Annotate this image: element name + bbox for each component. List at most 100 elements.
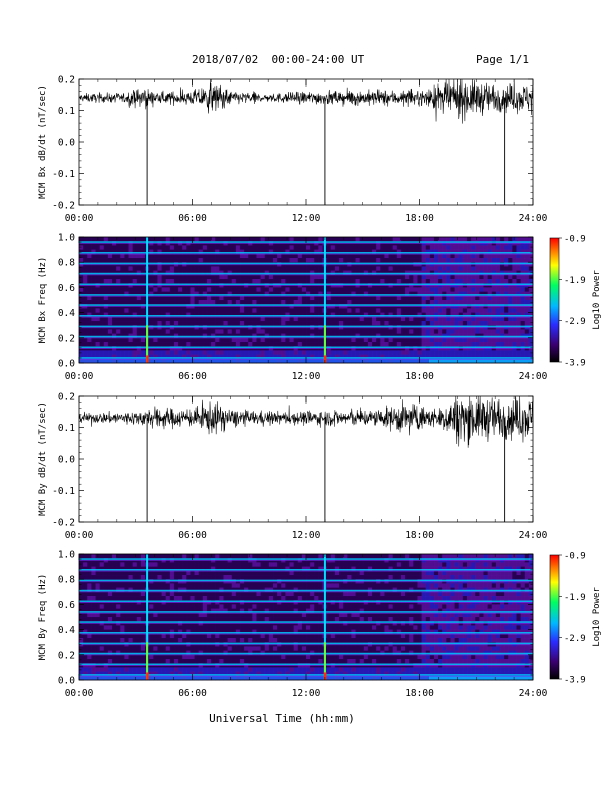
spectrogram-cell xyxy=(107,337,113,343)
spectrogram-cell xyxy=(458,329,464,334)
spectrogram-cell xyxy=(116,570,121,576)
spectrogram-cell xyxy=(417,308,422,313)
spectrogram-cell xyxy=(202,308,208,313)
spectrogram-cell xyxy=(165,316,171,322)
spectrogram-cell xyxy=(95,575,100,580)
spectrogram-cell xyxy=(334,266,340,271)
spectrogram-cell xyxy=(149,659,154,664)
spectrogram-cell xyxy=(107,575,113,580)
spectrogram-cell xyxy=(495,291,501,297)
spectrogram-cell xyxy=(83,329,88,334)
spectrogram-cell xyxy=(483,300,488,305)
spectrogram-cell xyxy=(339,316,344,322)
spectrogram-cell xyxy=(248,308,253,313)
spectrogram-cell xyxy=(310,342,315,347)
spectrogram-cell xyxy=(429,266,435,271)
spectrogram-cell xyxy=(165,266,171,271)
spectrogram-cell xyxy=(528,312,534,318)
spectrogram-cell xyxy=(95,566,100,572)
spectrogram-cell xyxy=(215,274,220,280)
spectrogram-cell xyxy=(248,646,253,651)
spectrogram-cell xyxy=(462,300,468,305)
spectrogram-cell xyxy=(260,274,266,280)
spectrogram-cell xyxy=(202,562,208,567)
spectrogram-cell xyxy=(429,245,435,250)
spectrogram-cell xyxy=(454,291,460,297)
spectrogram-cell xyxy=(169,354,175,360)
spectrogram-cell xyxy=(508,266,513,271)
spectrogram-cell xyxy=(165,329,171,334)
spectrogram-cell xyxy=(124,612,129,618)
spectrogram-cell xyxy=(194,342,199,347)
spectrogram-cell xyxy=(520,274,526,280)
spectrogram-cell xyxy=(512,266,517,271)
spectrogram-cell xyxy=(306,249,311,255)
spectrogram-cell xyxy=(334,342,340,347)
spectrogram-cell xyxy=(268,279,274,284)
spectrogram-cell xyxy=(132,566,138,572)
spectrogram-cell xyxy=(446,287,451,292)
spectrogram-cell xyxy=(124,583,129,588)
spectrogram-cell xyxy=(293,237,299,242)
spectrogram-cell xyxy=(504,266,509,271)
spectrogram-cell xyxy=(165,646,171,651)
spectrogram-cell xyxy=(153,659,158,664)
spectrogram-cell xyxy=(524,321,530,326)
spectrogram-cell xyxy=(483,253,488,259)
spectrogram-cell xyxy=(376,354,381,360)
spectrogram-cell xyxy=(343,237,348,242)
spectrogram-cell xyxy=(231,629,237,635)
spectrogram-cell xyxy=(91,245,96,250)
spectrogram-cell xyxy=(429,337,435,343)
spectrogram-cell xyxy=(79,329,84,334)
spectrogram-cell xyxy=(429,237,435,242)
spectrogram-cell xyxy=(264,266,270,271)
spectrogram-cell xyxy=(194,266,199,271)
spectrogram-cell xyxy=(190,354,195,360)
spectrogram-cell xyxy=(462,342,468,347)
spectrogram-cell xyxy=(173,654,179,660)
spectrogram-cell xyxy=(334,321,340,326)
spectrogram-cell xyxy=(107,659,113,664)
spectrogram-cell xyxy=(359,274,365,280)
spectrogram-cell xyxy=(103,575,109,580)
spectrogram-cell xyxy=(454,287,460,292)
spectrogram-cell xyxy=(79,633,84,639)
spectrogram-cell xyxy=(186,321,191,326)
spectrogram-cell xyxy=(103,566,109,572)
spectrogram-cell xyxy=(157,308,162,313)
spectrogram-cell xyxy=(405,258,410,263)
spectrogram-cell xyxy=(124,608,129,614)
spectrogram-cell xyxy=(206,295,212,301)
spectrogram-cell xyxy=(524,312,530,318)
spectrogram-cell xyxy=(116,566,121,572)
spectrogram-cell xyxy=(99,295,105,301)
spectrogram-cell xyxy=(239,279,245,284)
spectrogram-cell xyxy=(157,591,162,597)
spectrogram-cell xyxy=(466,245,472,250)
spectrogram-cell xyxy=(116,321,121,326)
spectrogram-cell xyxy=(244,354,249,360)
spectrogram-cell xyxy=(132,287,138,292)
spectrogram-cell xyxy=(438,295,443,301)
spectrogram-cell xyxy=(153,667,158,672)
spectrogram-cell xyxy=(161,667,166,672)
spectrogram-cell xyxy=(512,295,517,301)
spectrogram-cell xyxy=(355,300,360,305)
spectrogram-cell xyxy=(202,300,208,305)
spectrogram-cell xyxy=(256,591,261,597)
spectrogram-cell xyxy=(157,554,162,559)
spectrogram-cell xyxy=(165,608,171,614)
spectrogram-cell xyxy=(339,308,344,313)
spectrogram-cell xyxy=(223,253,228,259)
spectrogram-cell xyxy=(359,308,365,313)
spectrogram-cell xyxy=(83,633,88,639)
spectrogram-cell xyxy=(99,604,105,609)
spectrogram-cell xyxy=(260,354,266,360)
spectrogram-cell xyxy=(173,350,179,355)
spectrogram-cell xyxy=(103,291,109,297)
spectrogram-cell xyxy=(264,291,270,297)
spectrogram-cell xyxy=(462,287,468,292)
spectrogram-cell xyxy=(268,312,274,318)
spectrogram-cell xyxy=(112,237,117,242)
